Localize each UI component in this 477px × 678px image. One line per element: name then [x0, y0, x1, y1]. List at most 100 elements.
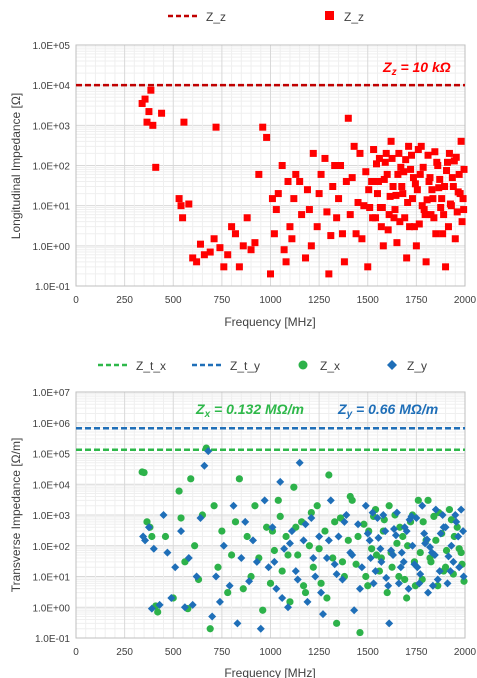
data-point	[452, 517, 461, 526]
data-point	[399, 557, 408, 566]
data-point	[333, 214, 341, 222]
data-point	[394, 579, 403, 588]
grid-bottom-chart	[75, 392, 466, 639]
x-tick-label: 500	[165, 295, 182, 306]
data-point	[460, 577, 468, 585]
data-point	[415, 220, 423, 228]
data-point	[282, 532, 290, 541]
data-point	[406, 223, 414, 231]
data-point	[138, 99, 146, 107]
y-tick-label: 1.0E+04	[32, 81, 70, 92]
data-point	[453, 523, 461, 531]
annotation-z_y-limit: Zy = 0.66 MΩ/m	[337, 401, 438, 420]
data-point	[366, 553, 375, 562]
data-point	[188, 600, 197, 609]
y-tick-label: 1.0E+00	[32, 242, 70, 253]
data-point	[381, 527, 390, 536]
data-point	[430, 512, 438, 521]
data-point	[301, 588, 310, 597]
data-point	[284, 177, 292, 185]
data-point	[352, 560, 360, 568]
data-point	[412, 242, 420, 250]
data-point	[374, 533, 383, 542]
legend-label-z_z-line: Z_z	[206, 10, 226, 24]
data-point	[368, 177, 376, 185]
data-point	[403, 254, 411, 262]
data-point	[348, 174, 356, 182]
data-point	[158, 109, 166, 117]
data-point	[405, 142, 413, 150]
y-tick-label: 1.0E+02	[32, 542, 70, 553]
data-point	[444, 223, 452, 231]
legend-top-chart: Z_z Z_z	[168, 10, 364, 24]
data-point	[140, 468, 148, 477]
data-point	[187, 475, 195, 483]
data-point	[260, 496, 269, 505]
data-point	[427, 211, 435, 219]
data-point	[435, 184, 443, 192]
data-series-z_z	[138, 86, 468, 278]
data-point	[392, 191, 400, 199]
data-point	[255, 170, 263, 178]
data-point	[395, 149, 403, 157]
data-point	[348, 551, 357, 560]
x-tick-label: 750	[214, 647, 231, 658]
y-tick-label: 1.0E+00	[32, 603, 70, 614]
data-point	[357, 563, 366, 572]
data-point	[214, 563, 222, 571]
data-point	[346, 492, 354, 501]
data-point	[369, 579, 378, 588]
x-tick-label: 2000	[454, 647, 477, 658]
data-point	[177, 514, 185, 522]
data-point	[437, 204, 445, 212]
data-point	[313, 502, 321, 510]
data-point	[386, 192, 394, 200]
data-point	[421, 211, 429, 219]
data-point	[404, 584, 413, 593]
data-point	[282, 258, 290, 266]
data-point	[220, 263, 228, 271]
data-point	[438, 511, 447, 519]
data-point	[216, 244, 224, 252]
data-point	[387, 546, 396, 555]
data-point	[299, 536, 308, 545]
data-point	[274, 190, 282, 198]
data-point	[338, 230, 346, 238]
y-axis-label-top-chart: Longitudinal Impedance [Ω]	[9, 93, 23, 239]
data-point	[338, 558, 347, 566]
data-point	[218, 527, 226, 535]
data-point	[428, 581, 437, 590]
data-point	[331, 518, 339, 526]
data-point	[434, 582, 442, 590]
data-point	[442, 263, 450, 271]
data-point	[410, 223, 418, 231]
data-point	[395, 572, 403, 581]
data-point	[383, 588, 391, 597]
data-point	[377, 557, 386, 566]
x-tick-label: 1750	[405, 295, 428, 306]
x-axis-ticks-bottom-chart: 0 250 500 750 1000 1250 1500 1750 2000	[73, 647, 476, 658]
data-point	[189, 254, 197, 262]
data-point	[383, 170, 391, 178]
data-point	[231, 230, 239, 238]
data-point	[399, 532, 407, 541]
data-point	[301, 520, 310, 529]
data-point	[419, 163, 427, 171]
data-point	[243, 532, 251, 541]
data-point	[416, 570, 425, 579]
data-point	[224, 251, 232, 259]
data-point	[210, 502, 218, 510]
data-point	[161, 532, 170, 541]
data-point	[335, 195, 343, 203]
data-point	[229, 501, 238, 510]
data-point	[396, 218, 404, 226]
data-point	[143, 118, 151, 126]
data-point	[382, 573, 391, 582]
data-point	[360, 202, 368, 210]
data-point	[177, 202, 185, 210]
data-point	[407, 165, 415, 173]
legend-label-z_t_x: Z_t_x	[136, 359, 166, 373]
legend-marker-z_z-points	[325, 11, 334, 20]
data-point	[424, 588, 433, 597]
data-point	[350, 142, 358, 150]
